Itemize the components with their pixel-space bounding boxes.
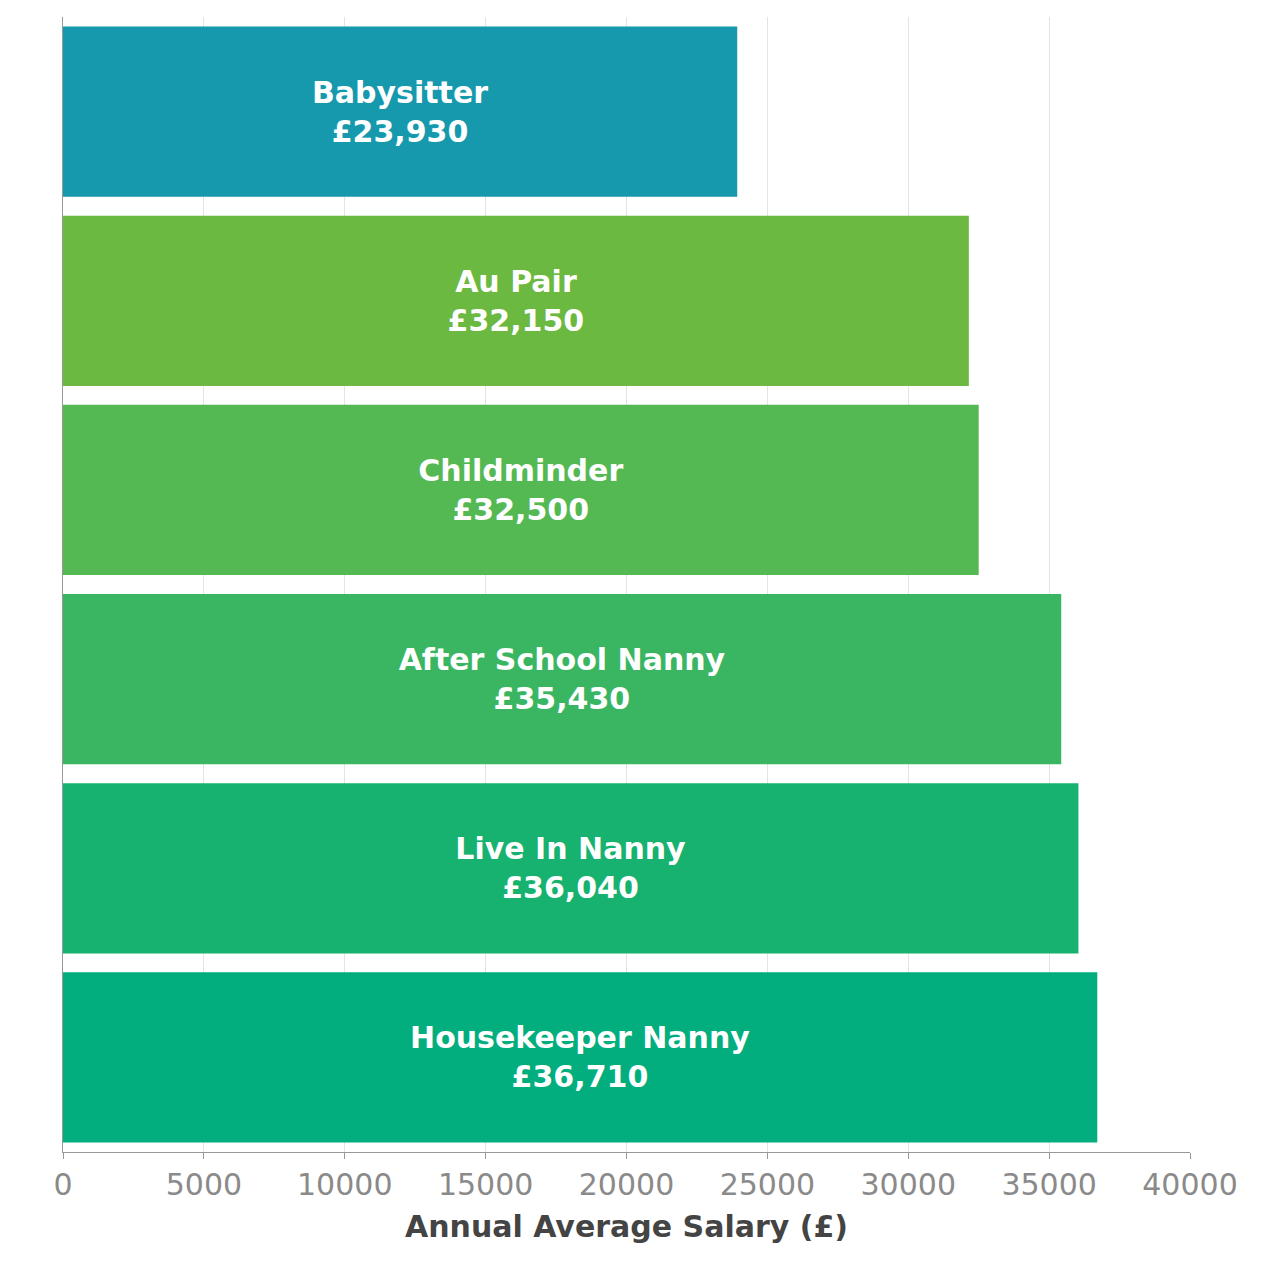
svg-text:Childminder£32,500: Childminder£32,500	[418, 453, 623, 527]
svg-text:10000: 10000	[297, 1167, 392, 1202]
svg-text:0: 0	[53, 1167, 72, 1202]
svg-text:Babysitter£23,930: Babysitter£23,930	[312, 75, 488, 149]
svg-text:35000: 35000	[1001, 1167, 1096, 1202]
svg-text:15000: 15000	[438, 1167, 533, 1202]
svg-text:Annual Average Salary (£): Annual Average Salary (£)	[405, 1209, 848, 1244]
svg-text:20000: 20000	[579, 1167, 674, 1202]
svg-text:30000: 30000	[861, 1167, 956, 1202]
svg-text:40000: 40000	[1142, 1167, 1237, 1202]
svg-text:Au Pair£32,150: Au Pair£32,150	[448, 264, 585, 338]
svg-text:5000: 5000	[166, 1167, 242, 1202]
svg-text:Housekeeper Nanny£36,710: Housekeeper Nanny£36,710	[410, 1020, 750, 1094]
svg-text:After School Nanny£35,430: After School Nanny£35,430	[399, 642, 726, 716]
svg-text:25000: 25000	[720, 1167, 815, 1202]
svg-text:Live In Nanny£36,040: Live In Nanny£36,040	[455, 831, 686, 905]
